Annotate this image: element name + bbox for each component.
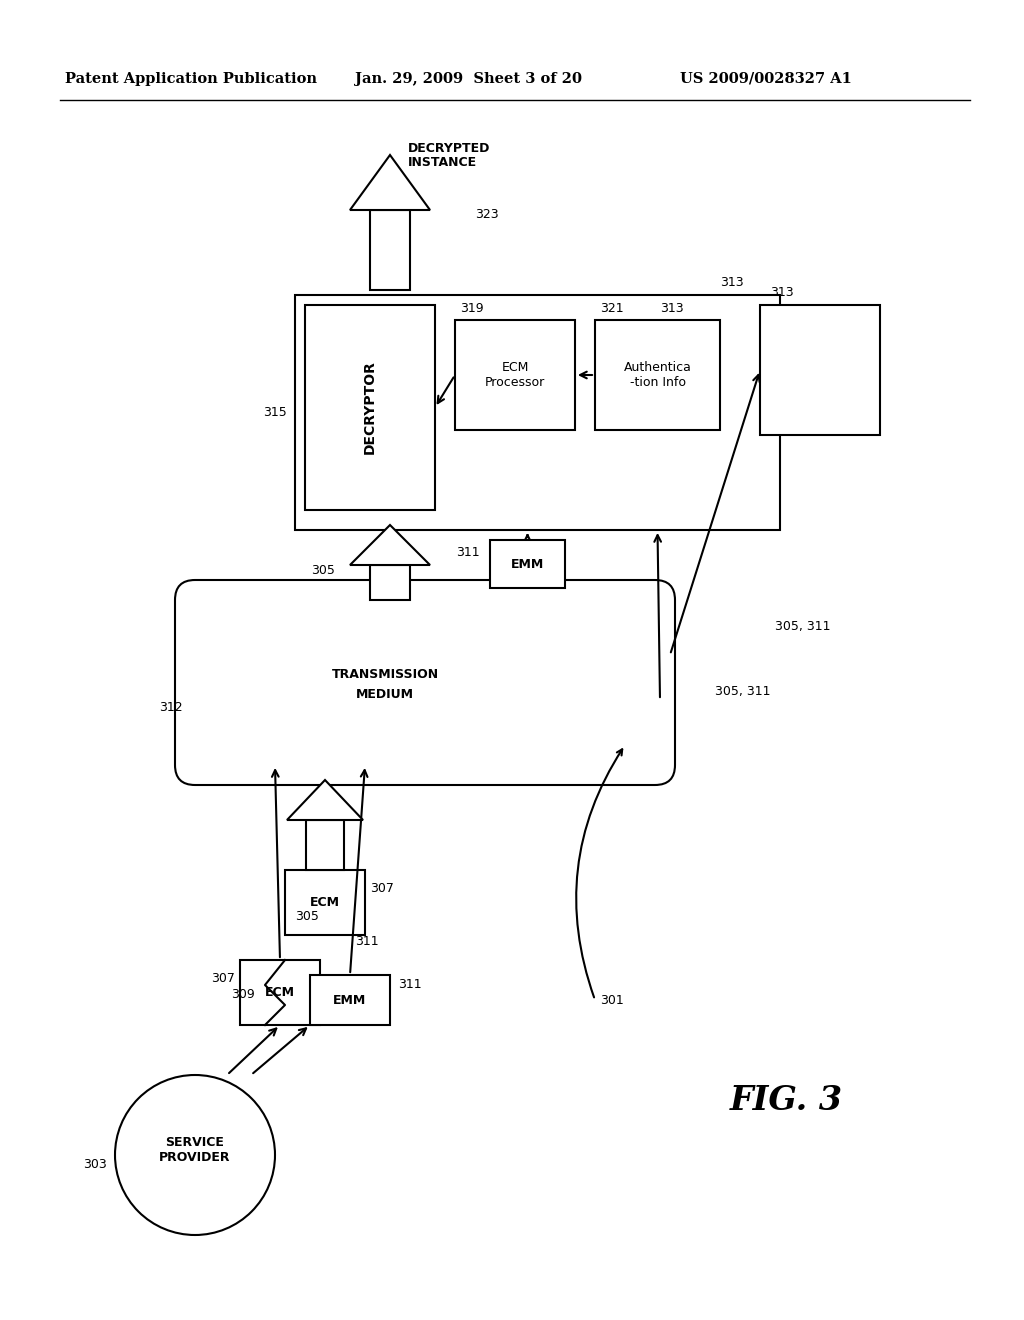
Text: TRANSMISSION: TRANSMISSION (332, 668, 438, 681)
Text: 319: 319 (460, 301, 483, 314)
Bar (295, 294, 780, 531)
Text: 311: 311 (355, 935, 379, 948)
Bar (455, 319, 575, 430)
Text: 301: 301 (600, 994, 624, 1006)
Text: ECM
Processor: ECM Processor (485, 360, 545, 389)
Text: 313: 313 (660, 301, 684, 314)
Bar (306, 820, 344, 870)
Text: DECRYPTOR: DECRYPTOR (362, 360, 377, 454)
Bar (595, 319, 720, 430)
Bar (490, 540, 565, 587)
Text: 311: 311 (457, 545, 480, 558)
Text: 307: 307 (211, 972, 234, 985)
Text: Jan. 29, 2009  Sheet 3 of 20: Jan. 29, 2009 Sheet 3 of 20 (355, 73, 582, 86)
Text: 321: 321 (600, 301, 624, 314)
Bar (305, 305, 435, 510)
Text: EMM: EMM (511, 557, 544, 570)
Text: 307: 307 (370, 882, 394, 895)
Text: 305, 311: 305, 311 (775, 620, 830, 634)
Text: 313: 313 (720, 276, 743, 289)
Polygon shape (350, 525, 430, 565)
Text: 311: 311 (398, 978, 422, 991)
Text: Authentica
-tion Info: Authentica -tion Info (624, 360, 691, 389)
FancyBboxPatch shape (175, 579, 675, 785)
Ellipse shape (115, 1074, 275, 1236)
Text: 323: 323 (475, 209, 499, 222)
Text: SERVICE
PROVIDER: SERVICE PROVIDER (160, 1137, 230, 1164)
Text: INSTANCE: INSTANCE (408, 157, 477, 169)
Bar (310, 975, 390, 1026)
Bar (240, 960, 319, 1026)
Bar (285, 870, 365, 935)
Text: US 2009/0028327 A1: US 2009/0028327 A1 (680, 73, 852, 86)
Text: MEDIUM: MEDIUM (356, 688, 414, 701)
Text: 315: 315 (263, 407, 287, 418)
Polygon shape (350, 154, 430, 210)
Text: 309: 309 (231, 989, 255, 1002)
Text: Patent Application Publication: Patent Application Publication (65, 73, 317, 86)
Text: ECM: ECM (265, 986, 295, 999)
Text: EMM: EMM (334, 994, 367, 1006)
Text: 305, 311: 305, 311 (715, 685, 770, 698)
Text: DECRYPTED: DECRYPTED (408, 141, 490, 154)
Bar (370, 210, 410, 290)
Text: 303: 303 (83, 1159, 106, 1172)
Text: 305: 305 (311, 564, 335, 577)
Text: 312: 312 (160, 701, 183, 714)
Bar (370, 565, 410, 601)
Text: 313: 313 (770, 286, 794, 300)
Bar (760, 305, 880, 436)
Polygon shape (287, 780, 362, 820)
Text: 305: 305 (295, 909, 318, 923)
Text: ECM: ECM (310, 896, 340, 909)
Text: FIG. 3: FIG. 3 (730, 1084, 843, 1117)
